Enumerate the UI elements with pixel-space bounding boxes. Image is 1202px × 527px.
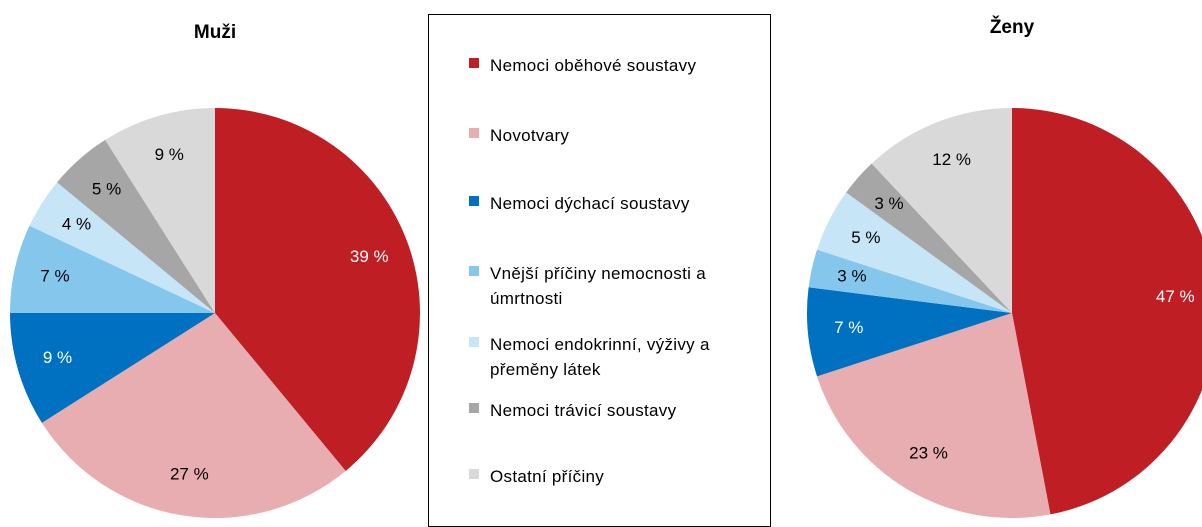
data-label: 12 %: [932, 150, 971, 169]
data-label: 7 %: [40, 267, 69, 286]
legend-label: Vnější příčiny nemocnosti a úmrtnosti: [490, 264, 706, 308]
pie-slice: [808, 249, 1012, 313]
pie-slice: [846, 163, 1012, 313]
data-label: 23 %: [909, 444, 948, 463]
legend-label: Nemoci endokrinní, výživy a přeměny láte…: [490, 335, 710, 379]
legend-label: Novotvary: [490, 126, 570, 145]
legend-item: Nemoci oběhové soustavy: [469, 53, 739, 78]
data-label: 5 %: [92, 179, 121, 198]
pie-slice: [57, 139, 215, 313]
pie-slice: [10, 225, 215, 313]
pie-slice: [817, 313, 1051, 518]
data-label: 3 %: [874, 194, 903, 213]
legend-item: Vnější příčiny nemocnosti a úmrtnosti: [469, 261, 739, 311]
data-label: 27 %: [170, 464, 209, 483]
data-label: 5 %: [851, 228, 880, 247]
chart-title: Muži: [194, 22, 236, 43]
pie-slice: [817, 192, 1012, 313]
legend-swatch: [469, 58, 479, 68]
legend-item: Nemoci trávicí soustavy: [469, 398, 739, 423]
data-label: 9 %: [43, 348, 72, 367]
legend-swatch: [469, 128, 479, 138]
legend-label: Nemoci trávicí soustavy: [490, 401, 677, 420]
legend-label: Ostatní příčiny: [490, 467, 605, 486]
data-label: 9 %: [155, 145, 184, 164]
legend-label: Nemoci oběhové soustavy: [490, 56, 697, 75]
pie-slice: [871, 108, 1012, 313]
legend-swatch: [469, 469, 479, 479]
legend-swatch: [469, 403, 479, 413]
pie-slice: [29, 182, 216, 313]
pie-slice: [9, 313, 215, 423]
chart-title: Ženy: [990, 16, 1035, 38]
legend-item: Novotvary: [469, 123, 739, 148]
pie-slice: [215, 108, 420, 471]
data-label: 4 %: [62, 215, 91, 234]
legend-item: Ostatní příčiny: [469, 464, 739, 489]
data-label: 7 %: [834, 318, 863, 337]
pie-slice: [1012, 108, 1202, 515]
legend: Nemoci oběhové soustavy Novotvary Nemoci d…: [428, 14, 771, 527]
legend-item: Nemoci endokrinní, výživy a přeměny láte…: [469, 332, 739, 382]
legend-swatch: [469, 196, 479, 206]
pie-slice: [105, 108, 215, 313]
data-label: 39 %: [350, 247, 389, 266]
pie-slice: [807, 287, 1012, 377]
legend-swatch: [469, 337, 479, 347]
data-label: 47 %: [1156, 287, 1195, 306]
legend-swatch: [469, 266, 479, 276]
legend-item: Nemoci dýchací soustavy: [469, 191, 739, 216]
pie-slice: [41, 313, 346, 518]
legend-label: Nemoci dýchací soustavy: [490, 194, 690, 213]
data-label: 3 %: [837, 267, 866, 286]
